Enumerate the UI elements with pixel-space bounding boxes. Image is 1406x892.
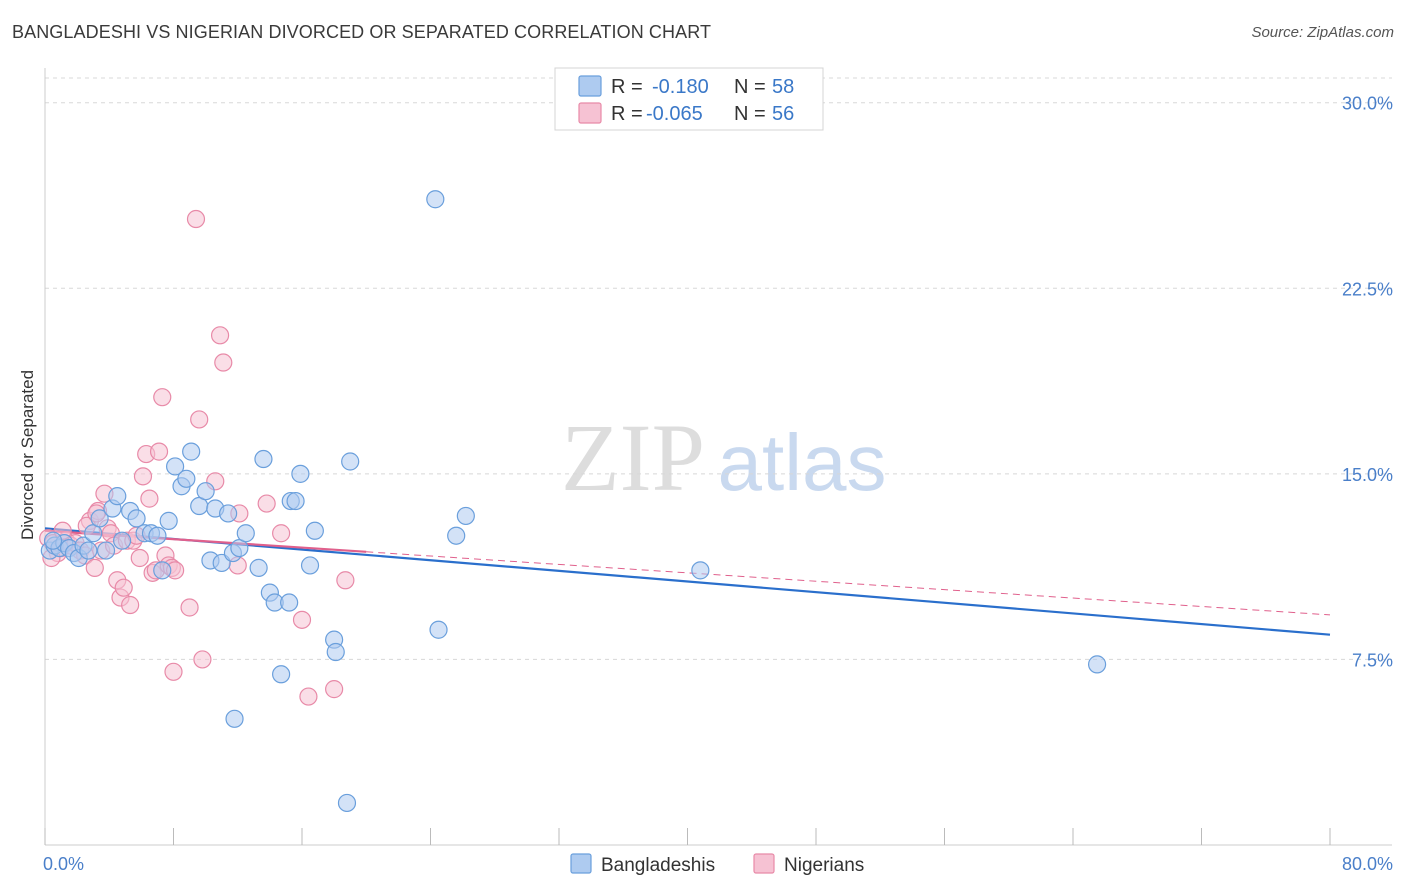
grid-lines — [45, 77, 1392, 660]
bangladeshi-point-56 — [1087, 655, 1107, 674]
bangladeshi-point-48 — [326, 642, 345, 662]
legend-bottom-swatch-nigerian — [753, 853, 775, 874]
nigerian-point-39 — [190, 410, 209, 429]
bangladeshi-point-24 — [177, 469, 196, 488]
legend-n-value-1: 58 — [772, 76, 794, 98]
watermark-atlas: atlas — [718, 418, 887, 507]
trend-line-bangladeshi — [44, 527, 1331, 636]
bangladeshi-point-53 — [447, 526, 466, 545]
nigerian-point-19 — [114, 578, 133, 597]
bangladeshi-point-27 — [196, 482, 215, 501]
bangladeshi-point-37 — [254, 449, 273, 469]
legend-r-label-2: R = — [611, 103, 643, 125]
legend-bottom-label-nigerian: Nigerians — [784, 855, 864, 876]
bangladeshi-point-16 — [127, 509, 146, 528]
source-label: Source: ZipAtlas.com — [1251, 24, 1394, 41]
watermark-zip: ZIP — [561, 404, 705, 511]
legend-n-label-1: N = — [734, 76, 766, 98]
watermark: ZIP atlas — [561, 404, 886, 511]
bangladeshi-points — [40, 190, 1107, 813]
legend-r-value-2: -0.065 — [646, 103, 703, 125]
nigerian-point-43 — [214, 353, 233, 372]
nigerian-point-38 — [186, 209, 206, 229]
legend-n-value-2: 56 — [772, 103, 794, 125]
bangladeshi-point-34 — [236, 524, 255, 543]
nigerian-point-51 — [336, 571, 355, 590]
x-tick-label-max: 80.0% — [1342, 854, 1393, 874]
legend-r-value-1: -0.180 — [652, 76, 709, 98]
bangladeshi-point-22 — [166, 457, 185, 476]
bangladeshi-point-13 — [108, 487, 127, 506]
bangladeshi-point-52 — [429, 620, 448, 639]
nigerian-point-36 — [164, 662, 183, 681]
nigerian-point-40 — [193, 650, 212, 669]
bangladeshi-point-54 — [456, 506, 475, 526]
bangladeshi-point-14 — [112, 531, 132, 550]
y-axis-title: Divorced or Separated — [18, 370, 37, 540]
x-tick-labels: 0.0% 80.0% — [43, 854, 1393, 874]
bangladeshi-point-50 — [341, 452, 360, 471]
trend-line-nigerian-dashed — [366, 551, 1331, 616]
bangladeshi-point-55 — [691, 561, 710, 580]
nigerian-point-37 — [180, 598, 199, 617]
bangladeshi-point-46 — [305, 521, 324, 540]
bangladeshi-point-41 — [280, 593, 299, 612]
legend-r-label-1: R = — [611, 76, 643, 98]
legend-n-label-2: N = — [734, 103, 766, 125]
y-tick-label-2: 22.5% — [1342, 279, 1393, 299]
bangladeshi-point-19 — [148, 526, 167, 545]
nigerian-point-27 — [140, 489, 159, 508]
legend-swatch-nigerian — [578, 102, 602, 124]
nigerian-point-46 — [257, 494, 276, 513]
nigerian-point-48 — [292, 610, 312, 629]
nigerian-point-49 — [299, 687, 318, 706]
bangladeshi-point-31 — [219, 504, 238, 523]
y-tick-label-0: 7.5% — [1352, 650, 1393, 670]
nigerian-point-10 — [85, 558, 104, 577]
bangladeshi-point-20 — [153, 561, 172, 580]
nigerian-point-21 — [121, 595, 140, 615]
nigerian-point-25 — [133, 467, 153, 486]
bangladeshi-point-49 — [337, 793, 357, 813]
nigerian-point-47 — [272, 524, 291, 543]
nigerian-point-30 — [149, 442, 169, 461]
nigerian-point-24 — [130, 548, 149, 568]
nigerian-point-50 — [325, 680, 344, 699]
legend-bottom-label-bangladeshi: Bangladeshis — [601, 855, 715, 876]
bangladeshi-point-21 — [159, 511, 178, 530]
legend-swatch-bangladeshi — [578, 75, 602, 97]
bangladeshi-point-51 — [426, 190, 445, 209]
y-tick-label-1: 15.0% — [1342, 465, 1393, 485]
bangladeshi-point-8 — [79, 541, 98, 560]
bangladeshi-point-44 — [291, 464, 310, 483]
axes — [44, 68, 1392, 846]
legend-bottom-swatch-bangladeshi — [570, 853, 592, 874]
bangladeshi-point-45 — [300, 556, 320, 575]
nigerian-point-42 — [210, 326, 230, 345]
y-tick-label-3: 30.0% — [1342, 94, 1393, 114]
bangladeshi-point-10 — [90, 509, 109, 528]
bangladeshi-point-35 — [225, 709, 244, 728]
bangladeshi-point-11 — [96, 541, 116, 560]
y-tick-labels: 7.5% 15.0% 22.5% 30.0% — [1342, 94, 1393, 671]
bangladeshi-point-57 — [43, 531, 63, 550]
series-legend: Bangladeshis Nigerians — [570, 853, 864, 876]
x-tick-label-min: 0.0% — [43, 854, 84, 874]
bangladeshi-point-43 — [286, 491, 305, 511]
bangladeshi-point-40 — [272, 665, 291, 684]
correlation-legend: R = -0.180 N = 58 R = -0.065 N = 56 — [554, 67, 824, 131]
chart-title: BANGLADESHI VS NIGERIAN DIVORCED OR SEPA… — [12, 22, 712, 42]
bangladeshi-point-36 — [249, 558, 268, 577]
nigerian-point-31 — [153, 388, 172, 407]
bangladeshi-point-25 — [182, 442, 201, 461]
